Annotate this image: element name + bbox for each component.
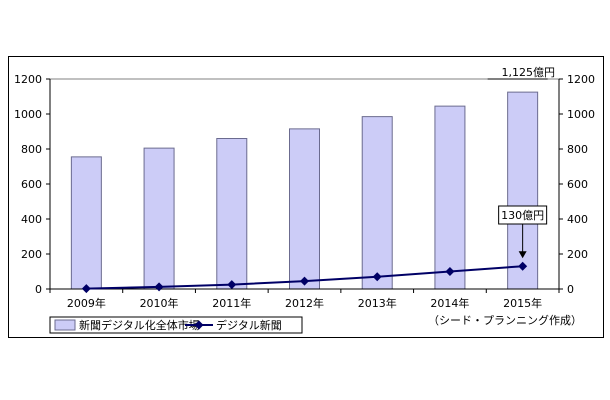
bar-2015年	[507, 91, 539, 290]
source-note: （シード・プランニング作成）	[428, 313, 582, 327]
x-tick-2015年: 2015年	[503, 296, 542, 310]
line-point-2009年	[81, 284, 91, 294]
left-y-tick-200: 200	[21, 248, 42, 261]
bar-2014年	[434, 105, 466, 290]
left-y-tick-0: 0	[35, 283, 42, 296]
bar-2012年	[289, 128, 320, 290]
right-y-tick-600: 600	[567, 178, 588, 191]
line-point-2013年	[372, 272, 382, 282]
bar-2010年	[143, 147, 175, 290]
right-y-tick-0: 0	[567, 283, 574, 296]
left-y-tick-1000: 1000	[14, 108, 42, 121]
bar-2009年	[70, 156, 102, 290]
digital-newspaper-2015-label: 130億円	[501, 209, 544, 222]
x-tick-2012年: 2012年	[285, 296, 324, 310]
callout-arrowhead	[518, 251, 527, 259]
x-tick-2011年: 2011年	[212, 296, 251, 310]
line-point-2011年	[227, 280, 237, 290]
line-point-2010年	[154, 282, 164, 292]
legend-bar-swatch	[54, 319, 76, 331]
right-y-tick-200: 200	[567, 248, 588, 261]
legend-line-label: デジタル新聞	[216, 318, 282, 332]
right-y-tick-400: 400	[567, 213, 588, 226]
bar-series	[70, 91, 539, 290]
left-y-tick-labels: 0 200 400 600 800 1000 1200	[14, 73, 42, 296]
left-y-tick-600: 600	[21, 178, 42, 191]
line-point-2015年	[518, 261, 528, 271]
legend-box	[49, 316, 303, 334]
right-y-tick-800: 800	[567, 143, 588, 156]
legend: 新聞デジタル化全体市場 デジタル新聞	[49, 316, 303, 334]
axes	[46, 78, 563, 293]
x-tick-2009年: 2009年	[67, 296, 106, 310]
right-y-tick-1200: 1200	[567, 73, 595, 86]
line-point-2014年	[445, 267, 455, 276]
bar-2013年	[361, 116, 393, 290]
right-y-tick-labels: 0 200 400 600 800 1000 1200	[567, 73, 595, 296]
left-y-tick-800: 800	[21, 143, 42, 156]
legend-bar-label: 新聞デジタル化全体市場	[79, 318, 200, 332]
total-market-2015-label: 1,125億円	[502, 66, 556, 79]
x-tick-2014年: 2014年	[430, 296, 469, 310]
legend-line-marker	[194, 320, 204, 330]
right-y-tick-1000: 1000	[567, 108, 595, 121]
line-point-2012年	[300, 276, 309, 286]
left-y-tick-1200: 1200	[14, 73, 42, 86]
x-tick-2013年: 2013年	[358, 296, 397, 310]
left-y-tick-400: 400	[21, 213, 42, 226]
x-tick-labels: 2009年 2010年 2011年 2012年 2013年 2014年 2015年	[67, 296, 542, 310]
x-tick-2010年: 2010年	[140, 296, 179, 310]
bar-2011年	[216, 138, 248, 290]
line-series	[81, 261, 528, 294]
